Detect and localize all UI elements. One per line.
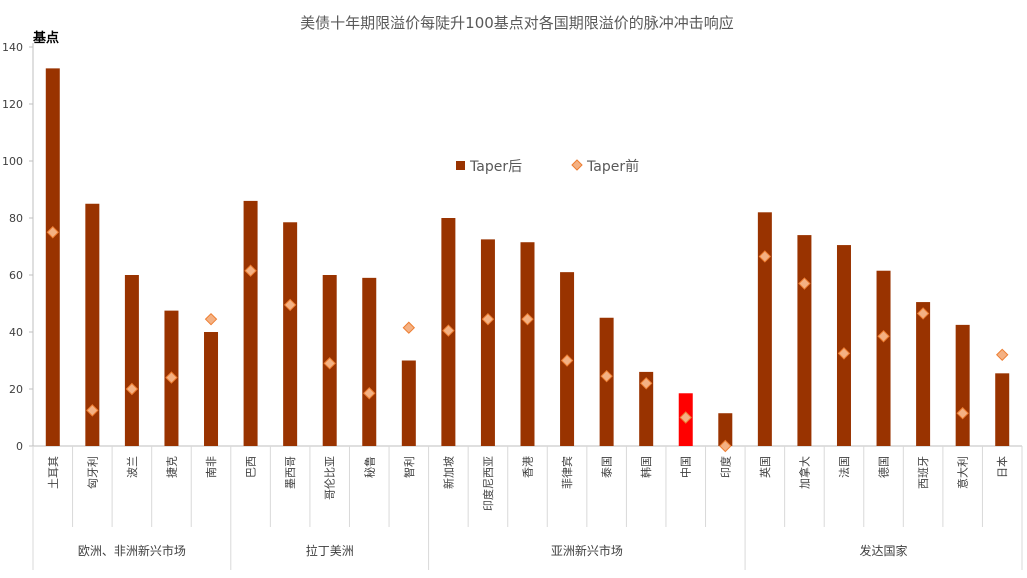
bar-波兰 — [124, 275, 139, 446]
x-tick-label: 泰国 — [600, 456, 614, 478]
bar-印度尼西亚 — [480, 239, 495, 446]
x-tick-label: 波兰 — [126, 456, 139, 478]
bars — [45, 68, 1010, 446]
group-label: 欧洲、非洲新兴市场 — [78, 543, 186, 558]
marker-韩国 — [639, 377, 653, 390]
y-tick-label: 100 — [2, 155, 23, 168]
bar-巴西 — [243, 200, 258, 446]
marker-巴西 — [244, 264, 257, 277]
marker-墨西哥 — [283, 298, 297, 312]
marker-加拿大 — [798, 277, 811, 290]
legend-swatch-taper-after — [456, 161, 465, 170]
x-tick-label: 印度 — [718, 456, 732, 478]
x-tick-label: 英国 — [758, 456, 772, 478]
group-label: 拉丁美洲 — [306, 543, 354, 558]
markers — [46, 226, 1009, 453]
y-tick-label: 60 — [9, 269, 23, 282]
y-tick-label: 120 — [2, 98, 23, 111]
x-tick-label: 新加坡 — [441, 456, 455, 489]
bar-南非 — [204, 332, 219, 446]
x-tick-label: 西班牙 — [917, 456, 930, 489]
bar-韩国 — [639, 371, 654, 446]
chart-title: 美债十年期限溢价每陡升100基点对各国期限溢价的脉冲冲击响应 — [300, 14, 734, 32]
x-tick-label: 巴西 — [245, 456, 258, 478]
y-axis-label: 基点 — [32, 30, 59, 46]
marker-土耳其 — [46, 226, 59, 239]
marker-印度 — [719, 439, 732, 453]
marker-印度尼西亚 — [481, 312, 495, 326]
marker-德国 — [877, 330, 890, 343]
marker-捷克 — [165, 371, 178, 384]
bar-墨西哥 — [283, 222, 298, 446]
x-tick-label: 智利 — [402, 456, 416, 478]
axes: 0 20 40 60 80 100 120 140 — [2, 41, 1023, 570]
bar-日本 — [995, 373, 1010, 446]
bar-加拿大 — [797, 235, 812, 446]
marker-香港 — [521, 312, 534, 326]
y-tick-label: 140 — [2, 41, 23, 54]
x-tick-label: 印度尼西亚 — [481, 456, 495, 511]
marker-泰国 — [600, 369, 613, 383]
x-tick-label: 意大利 — [956, 456, 970, 489]
x-tick-label: 法国 — [837, 456, 851, 478]
bar-西班牙 — [916, 302, 931, 446]
bar-土耳其 — [45, 68, 60, 446]
y-tick-label: 0 — [16, 440, 23, 453]
x-tick-label: 哥伦比亚 — [323, 456, 337, 500]
bar-智利 — [401, 360, 416, 446]
x-tick-label: 中国 — [680, 456, 693, 478]
y-tick-label: 80 — [9, 212, 23, 225]
y-tick-label: 20 — [9, 383, 23, 396]
bar-意大利 — [955, 324, 970, 446]
group-labels: 欧洲、非洲新兴市场 拉丁美洲 亚洲新兴市场 发达国家 — [78, 543, 908, 558]
bar-香港 — [520, 242, 535, 446]
marker-中国 — [679, 411, 692, 424]
marker-日本 — [996, 348, 1009, 362]
x-tick-label: 墨西哥 — [284, 456, 297, 489]
marker-哥伦比亚 — [323, 357, 336, 370]
marker-智利 — [402, 321, 416, 334]
legend-label-taper-before: Taper前 — [586, 158, 639, 175]
x-tick-label: 德国 — [877, 456, 891, 478]
x-tick-label: 菲律宾 — [560, 456, 574, 489]
marker-西班牙 — [916, 307, 930, 320]
bar-秘鲁 — [362, 277, 377, 446]
x-tick-label: 加拿大 — [797, 456, 811, 489]
marker-秘鲁 — [363, 387, 376, 400]
marker-新加坡 — [442, 324, 455, 337]
x-tick-label: 匈牙利 — [85, 456, 99, 489]
bar-德国 — [876, 270, 891, 446]
bar-匈牙利 — [85, 203, 100, 446]
marker-法国 — [837, 347, 851, 360]
x-tick-label: 日本 — [995, 456, 1009, 478]
bar-法国 — [836, 245, 851, 446]
legend-marker-taper-before — [571, 159, 583, 171]
bar-英国 — [757, 212, 772, 446]
legend-label-taper-after: Taper后 — [469, 159, 522, 175]
marker-意大利 — [956, 407, 969, 420]
marker-英国 — [758, 250, 772, 263]
x-tick-label: 韩国 — [639, 456, 653, 478]
bar-印度 — [718, 413, 733, 446]
x-tick-labels: 土耳其 匈牙利 波兰 捷克 南非 巴西 墨西哥 哥伦比亚 秘鲁 智利 新加坡 印度尼西亚 香港 菲律宾 泰国… — [47, 456, 1009, 511]
group-label: 亚洲新兴市场 — [551, 543, 623, 558]
marker-匈牙利 — [86, 404, 99, 417]
x-tick-label: 土耳其 — [47, 456, 60, 489]
marker-南非 — [204, 312, 218, 326]
x-tick-label: 香港 — [522, 456, 535, 478]
y-tick-label: 40 — [9, 326, 23, 339]
x-tick-label: 秘鲁 — [362, 456, 376, 478]
marker-波兰 — [125, 382, 139, 396]
x-tick-label: 捷克 — [164, 456, 178, 478]
group-label: 发达国家 — [860, 543, 908, 558]
x-tick-label: 南非 — [205, 456, 218, 478]
legend: Taper后 Taper前 — [456, 158, 639, 175]
marker-菲律宾 — [560, 354, 574, 367]
